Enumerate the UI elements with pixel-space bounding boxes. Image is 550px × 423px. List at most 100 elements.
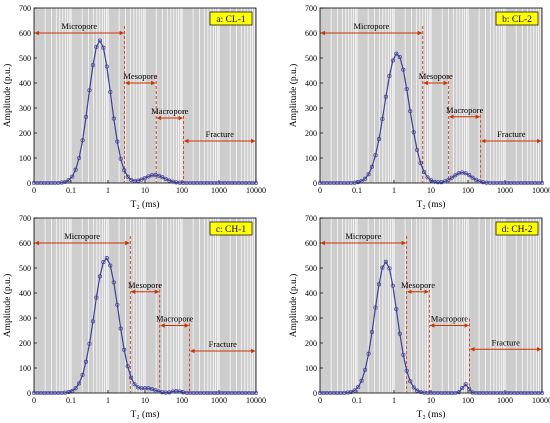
data-point <box>111 280 116 285</box>
x-tick-label: 10 <box>141 186 149 195</box>
region-label: Micropore <box>61 21 97 31</box>
y-tick-label: 300 <box>305 314 317 323</box>
data-point <box>415 388 420 393</box>
x-axis-title: T₂ (ms) <box>131 409 160 420</box>
region-label: Macropore <box>151 106 189 116</box>
data-point <box>104 64 109 69</box>
data-point <box>408 379 413 384</box>
y-tick-label: 300 <box>305 104 317 113</box>
data-point <box>129 177 134 182</box>
data-point <box>428 178 434 183</box>
x-tick-label: 0.1 <box>66 396 76 405</box>
x-tick-label: 10 <box>427 186 435 195</box>
y-tick-label: 600 <box>305 29 317 38</box>
data-point <box>77 155 82 161</box>
data-point <box>376 137 382 142</box>
x-tick-label: 100 <box>462 186 474 195</box>
panel-tag: d: CH-2 <box>502 225 533 235</box>
region-label: Mesopore <box>419 71 453 81</box>
data-point <box>474 177 479 182</box>
series-line <box>320 52 542 184</box>
data-point <box>111 116 116 121</box>
x-tick-label: 0 <box>32 396 36 405</box>
y-tick-label: 600 <box>19 239 31 248</box>
x-tick-label: 10 <box>427 396 435 405</box>
data-point <box>87 88 92 93</box>
data-point <box>94 44 99 49</box>
x-tick-label: 1 <box>106 186 110 195</box>
data-point <box>401 67 406 72</box>
data-point <box>73 386 78 391</box>
x-tick-label: 0 <box>32 186 36 195</box>
data-point <box>363 176 368 181</box>
x-tick-label: 1000 <box>211 186 227 195</box>
data-point <box>366 172 371 177</box>
data-point <box>401 352 406 357</box>
data-point <box>167 178 172 183</box>
data-point <box>411 130 416 135</box>
y-axis-title: Amplitude (p.u.) <box>288 274 299 338</box>
x-axis-title: T₂ (ms) <box>417 409 446 420</box>
y-axis-title: Amplitude (p.u.) <box>2 64 13 128</box>
x-tick-label: 10000 <box>246 186 266 195</box>
data-point <box>366 351 371 356</box>
data-point <box>408 109 413 114</box>
region-label: Fracture <box>206 129 235 139</box>
data-point <box>153 388 158 393</box>
x-tick-label: 100 <box>176 396 188 405</box>
x-tick-label: 1 <box>392 396 396 405</box>
data-point <box>129 375 134 380</box>
y-tick-label: 0 <box>313 389 317 398</box>
data-point <box>90 319 96 324</box>
region-label: Fracture <box>492 337 521 347</box>
region-label: Mesopore <box>401 280 435 290</box>
data-point <box>149 386 154 392</box>
panel-tag-box <box>495 221 539 236</box>
data-point <box>397 54 402 60</box>
data-point <box>125 364 130 369</box>
y-tick-label: 200 <box>19 129 31 138</box>
y-tick-label: 500 <box>305 54 317 63</box>
data-point <box>97 274 102 279</box>
data-point <box>373 305 378 310</box>
data-point <box>70 388 75 393</box>
y-tick-label: 100 <box>19 154 31 163</box>
y-tick-label: 400 <box>305 289 317 298</box>
data-point <box>359 378 364 383</box>
y-tick-label: 400 <box>19 79 31 88</box>
data-point <box>390 58 395 63</box>
data-point <box>449 175 454 180</box>
data-point <box>390 283 395 288</box>
data-point <box>425 175 430 180</box>
data-point <box>87 341 92 346</box>
data-point <box>397 331 402 336</box>
data-point <box>83 359 89 364</box>
data-point <box>404 368 409 373</box>
y-axis-title: Amplitude (p.u.) <box>2 274 13 338</box>
data-point <box>104 256 109 261</box>
y-tick-label: 600 <box>19 29 31 38</box>
y-tick-label: 400 <box>305 79 317 88</box>
x-tick-label: 10000 <box>532 186 550 195</box>
data-point <box>156 173 161 178</box>
x-tick-label: 10000 <box>246 396 266 405</box>
data-point <box>352 388 357 393</box>
region-label: Mesopore <box>128 280 162 290</box>
y-tick-label: 300 <box>19 314 31 323</box>
region-label: Fracture <box>209 339 238 349</box>
panel-tag-box <box>495 11 539 26</box>
data-point <box>115 139 120 144</box>
region-label: Macropore <box>431 314 469 324</box>
data-point <box>418 161 423 166</box>
data-point <box>108 90 113 95</box>
data-point <box>163 176 168 182</box>
data-point <box>446 177 451 182</box>
region-label: Mesopore <box>123 71 157 81</box>
x-tick-label: 0 <box>318 186 322 195</box>
data-point <box>101 260 106 265</box>
y-tick-label: 700 <box>19 4 31 13</box>
panel-tag-box <box>209 11 253 26</box>
y-tick-label: 300 <box>19 104 31 113</box>
y-axis-title: Amplitude (p.u.) <box>288 64 299 128</box>
y-tick-label: 500 <box>305 264 317 273</box>
